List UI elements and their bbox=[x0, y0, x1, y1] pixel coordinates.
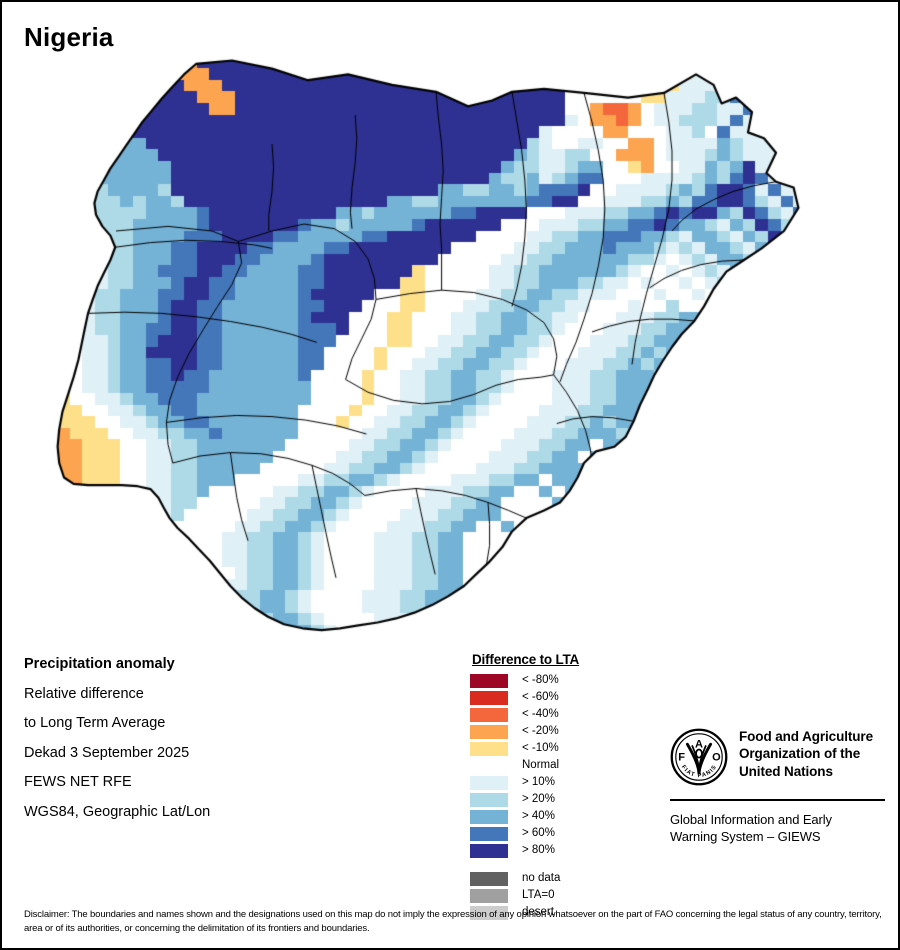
legend-label-lt-40: < -40% bbox=[522, 708, 559, 721]
legend-label-lt-60: < -60% bbox=[522, 691, 559, 704]
legend-label-gt-60: > 60% bbox=[522, 827, 555, 840]
page-title: Nigeria bbox=[24, 22, 114, 52]
legend-swatch-normal bbox=[470, 759, 508, 773]
legend-swatch-desert bbox=[470, 906, 508, 920]
legend-row-no-data[interactable]: no data bbox=[470, 871, 650, 887]
legend-swatch-gt-80 bbox=[470, 844, 508, 858]
legend-special-list: no data LTA=0 desert bbox=[470, 871, 650, 921]
legend-swatch-no-data bbox=[470, 872, 508, 886]
caption-line-method2: to Long Term Average bbox=[24, 715, 166, 731]
caption-line-method1: Relative difference bbox=[24, 685, 144, 702]
legend-row-desert[interactable]: desert bbox=[470, 905, 650, 921]
legend-label-lta-zero: LTA=0 bbox=[522, 889, 555, 902]
legend-spacer bbox=[470, 860, 650, 871]
legend-swatch-lt-40 bbox=[470, 708, 508, 722]
legend-row-gt-80[interactable]: > 80% bbox=[470, 843, 650, 859]
legend-title: Difference to LTA bbox=[472, 652, 580, 667]
legend-label-gt-10: > 10% bbox=[522, 776, 555, 789]
legend-label-normal: Normal bbox=[522, 759, 560, 772]
giews-name: Global Information and Early Warning Sys… bbox=[670, 811, 885, 845]
legend-swatch-gt-20 bbox=[470, 793, 508, 807]
legend-swatch-lt-60 bbox=[470, 691, 508, 705]
legend-label-gt-20: > 20% bbox=[522, 793, 555, 806]
choropleth-map[interactable] bbox=[32, 57, 832, 637]
giews-line-2: Warning System – GIEWS bbox=[670, 829, 821, 845]
legend-row-gt-40[interactable]: > 40% bbox=[470, 809, 650, 825]
legend-row-lt-20[interactable]: < -20% bbox=[470, 724, 650, 740]
giews-line-1: Global Information and Early bbox=[670, 812, 832, 827]
legend-swatch-gt-40 bbox=[470, 810, 508, 824]
legend-swatch-lta-zero bbox=[470, 889, 508, 903]
legend-row-lta-zero[interactable]: LTA=0 bbox=[470, 888, 650, 904]
caption-line-source: FEWS NET RFE bbox=[24, 774, 132, 790]
legend-row-lt-10[interactable]: < -10% bbox=[470, 741, 650, 757]
fao-logo-icon: A F O FIAT PANIS bbox=[670, 728, 728, 786]
legend-row-lt-40[interactable]: < -40% bbox=[470, 707, 650, 723]
legend-label-lt-20: < -20% bbox=[522, 725, 559, 738]
legend-row-lt-60[interactable]: < -60% bbox=[470, 690, 650, 706]
legend-label-desert: desert bbox=[522, 906, 554, 919]
legend-swatch-gt-60 bbox=[470, 827, 508, 841]
map-legend: Difference to LTA < -80% < -60% < -40% < -2… bbox=[470, 652, 650, 922]
legend-label-no-data: no data bbox=[522, 872, 561, 885]
legend-row-gt-20[interactable]: > 20% bbox=[470, 792, 650, 808]
fao-branding: A F O FIAT PANIS Food and Agriculture Or… bbox=[670, 728, 885, 845]
fao-organization-name: Food and Agriculture Organization of the… bbox=[739, 728, 873, 780]
map-raster-canvas[interactable] bbox=[32, 57, 832, 637]
svg-text:F: F bbox=[678, 751, 685, 763]
fao-name-line-3: United Nations bbox=[739, 763, 833, 779]
map-caption: Precipitation anomaly Relative differenc… bbox=[24, 657, 324, 834]
fao-name-line-1: Food and Agriculture bbox=[739, 729, 873, 744]
legend-swatch-gt-10 bbox=[470, 776, 508, 790]
fao-name-line-2: Organization of the bbox=[739, 746, 861, 762]
legend-swatch-lt-80 bbox=[470, 674, 508, 688]
svg-text:O: O bbox=[712, 751, 721, 763]
legend-class-list: < -80% < -60% < -40% < -20% < -10% Normal > 10… bbox=[470, 673, 650, 859]
legend-label-lt-80: < -80% bbox=[522, 674, 559, 687]
disclaimer-text: Disclaimer: The boundaries and names sho… bbox=[24, 909, 882, 935]
legend-swatch-lt-20 bbox=[470, 725, 508, 739]
legend-row-gt-10[interactable]: > 10% bbox=[470, 775, 650, 791]
legend-label-gt-40: > 40% bbox=[522, 810, 555, 823]
legend-label-gt-80: > 80% bbox=[522, 844, 555, 857]
caption-line-crs: WGS84, Geographic Lat/Lon bbox=[24, 803, 211, 820]
caption-line-period: Dekad 3 September 2025 bbox=[24, 744, 190, 761]
legend-row-gt-60[interactable]: > 60% bbox=[470, 826, 650, 842]
fao-divider bbox=[670, 799, 885, 801]
legend-row-lt-80[interactable]: < -80% bbox=[470, 673, 650, 689]
svg-text:A: A bbox=[695, 739, 703, 751]
legend-swatch-lt-10 bbox=[470, 742, 508, 756]
legend-label-lt-10: < -10% bbox=[522, 742, 559, 755]
legend-row-normal[interactable]: Normal bbox=[470, 758, 650, 774]
caption-line-title: Precipitation anomaly bbox=[24, 656, 175, 672]
